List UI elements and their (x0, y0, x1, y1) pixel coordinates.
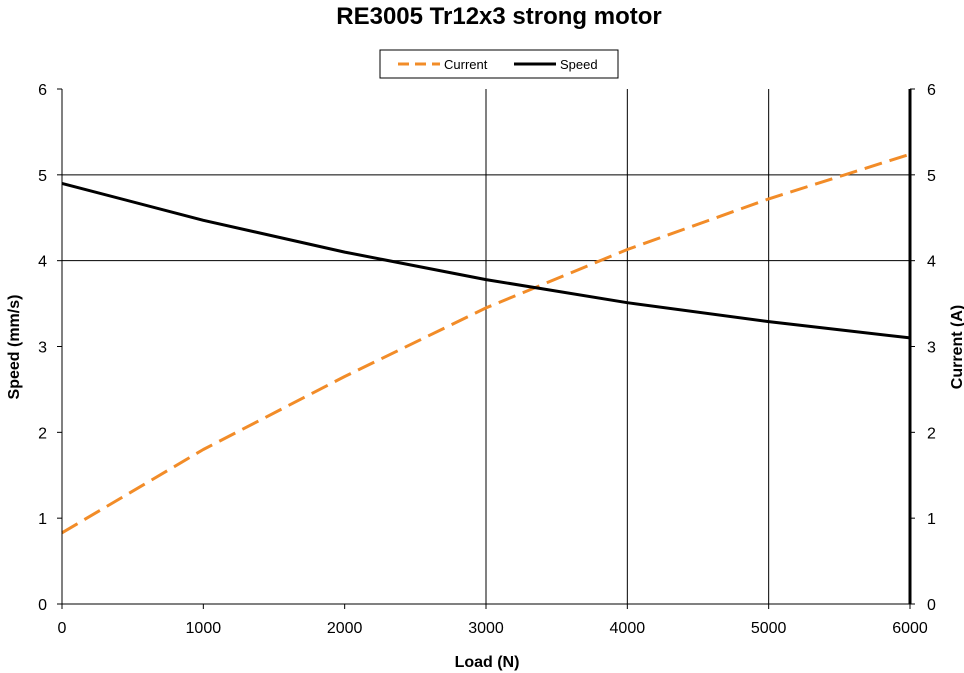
x-tick-label-4000: 4000 (610, 620, 646, 637)
series-layer (61, 152, 911, 535)
y-tick-label-0: 0 (38, 597, 47, 614)
y2-tick-label-2: 2 (927, 425, 936, 442)
series-line-speed (61, 181, 911, 340)
x-tick-label-6000: 6000 (892, 620, 928, 637)
y-tick-label-2: 2 (38, 425, 47, 442)
y-tick-label-3: 3 (38, 340, 47, 357)
y2-tick-label-5: 5 (927, 168, 936, 185)
y2-tick-label-4: 4 (927, 254, 936, 271)
legend: Current Speed (379, 49, 619, 79)
y-tick-label-4: 4 (38, 254, 47, 271)
chart-title: RE3005 Tr12x3 strong motor (336, 3, 661, 30)
y-axis-title: Speed (mm/s) (6, 295, 23, 400)
legend-label-speed: Speed (560, 57, 598, 72)
axes (57, 88, 915, 609)
y2-tick-label-3: 3 (927, 340, 936, 357)
y-tick-label-1: 1 (38, 511, 47, 528)
y2-tick-label-1: 1 (927, 511, 936, 528)
x-tick-label-2000: 2000 (327, 620, 363, 637)
x-tick-label-5000: 5000 (751, 620, 787, 637)
x-tick-label-1000: 1000 (186, 620, 222, 637)
x-axis-title: Load (N) (455, 654, 520, 671)
y2-axis-title: Current (A) (949, 305, 964, 389)
legend-label-current: Current (444, 57, 488, 72)
y2-tick-label-0: 0 (927, 597, 936, 614)
y-tick-label-6: 6 (38, 82, 47, 99)
series-line-current (61, 152, 911, 535)
x-tick-label-3000: 3000 (468, 620, 504, 637)
y2-tick-label-6: 6 (927, 82, 936, 99)
gridlines (62, 89, 910, 604)
x-tick-label-0: 0 (58, 620, 67, 637)
y-tick-label-5: 5 (38, 168, 47, 185)
